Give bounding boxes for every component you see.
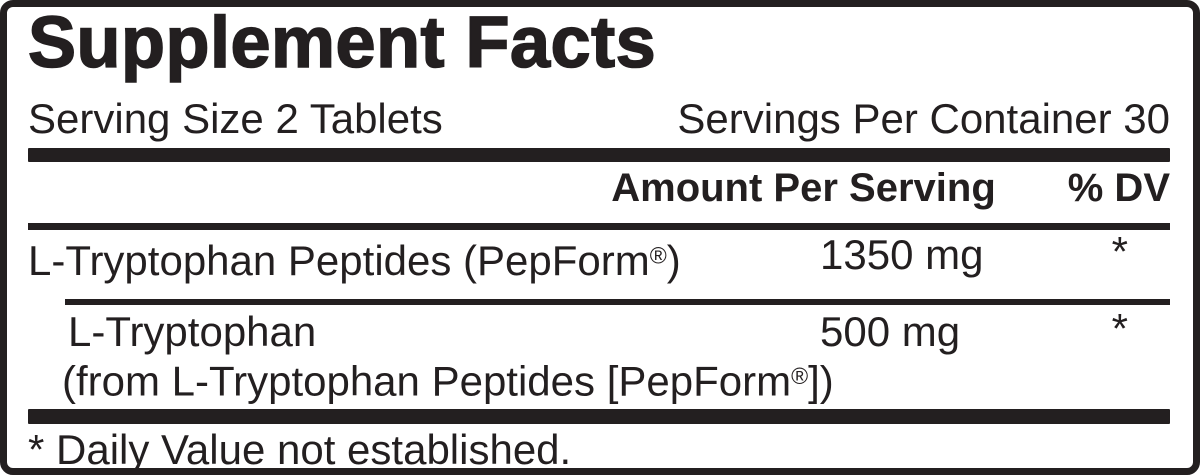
registered-trademark-symbol: ® [649, 242, 667, 268]
sub-ingredient-line: L-Tryptophan [68, 307, 1170, 355]
header-divider [28, 223, 1170, 230]
dv-asterisk: * [1111, 228, 1128, 275]
sub-ingredient-source-line: (from L-Tryptophan Peptides [PepForm®]) [62, 354, 1170, 404]
sub-ingredient-name: L-Tryptophan [68, 307, 317, 355]
sub-ingredient-amount: 500 mg [820, 307, 961, 355]
sub-ingredient-row: L-Tryptophan (from L-Tryptophan Peptides… [28, 304, 1170, 404]
thick-divider-top [28, 148, 1170, 162]
column-header-row: Amount Per Serving % DV [28, 168, 1170, 208]
ingredient-amount: 1350 mg [820, 231, 984, 278]
sub-ingredient-source-suffix: ]) [808, 357, 834, 405]
servings-per-container-text: Servings Per Container 30 [677, 95, 1170, 142]
serving-size-text: Serving Size 2 Tablets [28, 95, 443, 142]
percent-dv-header: % DV [1067, 166, 1170, 210]
dv-asterisk: * [1111, 304, 1128, 352]
ingredient-row: L-Tryptophan Peptides (PepForm®) 1350 mg… [28, 228, 1170, 284]
thick-divider-bottom [28, 409, 1170, 425]
panel-title: Supplement Facts [27, 3, 657, 83]
registered-trademark-symbol: ® [791, 362, 809, 389]
daily-value-footnote: * Daily Value not established. [28, 426, 572, 474]
sub-ingredient-divider [65, 298, 1170, 305]
ingredient-name: L-Tryptophan Peptides (PepForm®) [28, 237, 681, 284]
ingredient-name-text: L-Tryptophan Peptides (PepForm [28, 236, 650, 284]
ingredient-name-suffix: ) [666, 236, 681, 284]
sub-ingredient-source-text: (from L-Tryptophan Peptides [PepForm [62, 357, 792, 405]
amount-per-serving-header: Amount Per Serving [611, 166, 996, 210]
serving-info-row: Serving Size 2 Tablets Servings Per Cont… [28, 98, 1170, 140]
